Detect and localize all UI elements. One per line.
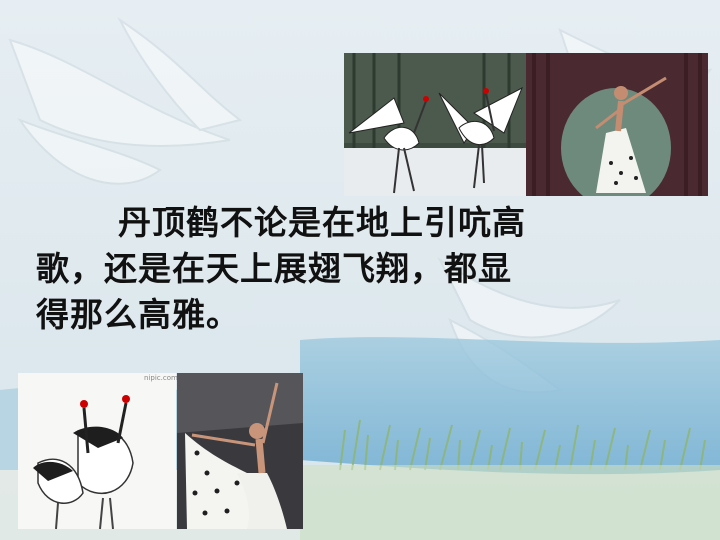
grass-icon	[339, 419, 706, 471]
watermark: nipic.com	[144, 374, 178, 382]
cranes-closeup-photo	[18, 373, 176, 529]
text-line-2: 歌，还是在天上展翅飞翔，都显	[36, 249, 512, 288]
dancer-stage-photo	[526, 53, 708, 196]
text-line-3: 得那么高雅。	[36, 295, 240, 334]
crane-pair-icon	[18, 373, 176, 529]
cranes-dancing-photo	[344, 53, 526, 196]
dancer-icon	[177, 373, 303, 529]
text-line-1: 丹顶鹤不论是在地上引吭高	[118, 203, 526, 242]
dancer-icon	[526, 53, 708, 196]
crane-pair-icon	[344, 53, 526, 196]
slide-text: 丹顶鹤不论是在地上引吭高 歌，还是在天上展翅飞翔，都显 得那么高雅。	[36, 200, 686, 338]
dancer-costume-photo	[177, 373, 303, 529]
